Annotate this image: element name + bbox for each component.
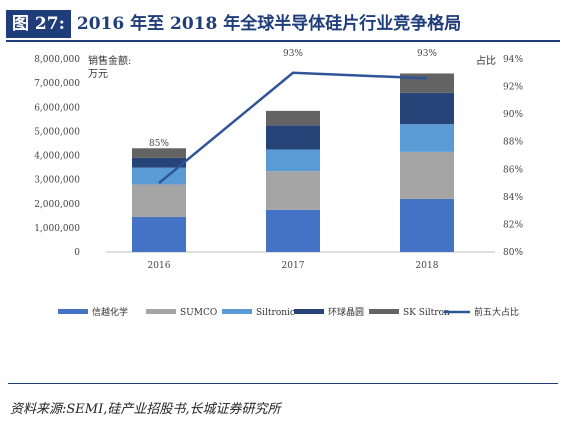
legend-swatch (58, 309, 88, 314)
legend-label: 前五大占比 (474, 306, 519, 318)
footer-rule (8, 383, 558, 384)
share-data-label: 93% (417, 49, 437, 59)
bar-segment-1-0 (132, 184, 186, 218)
bar-segment-1-2 (400, 151, 454, 199)
left-tick-label: 3,000,000 (34, 176, 80, 186)
left-tick-label: 5,000,000 (34, 127, 80, 137)
stacked-bar-line-chart: 0 1,000,000 2,000,000 3,000,000 4,000,000 5,0… (34, 49, 523, 318)
left-axis: 0 1,000,000 2,000,000 3,000,000 4,000,000 5,0… (34, 55, 80, 258)
bar-segment-4-0 (132, 148, 186, 158)
right-tick-label: 86% (503, 165, 523, 175)
left-axis-label-line1: 销售金额: (88, 54, 131, 67)
x-axis-labels: 2016 2017 2018 (148, 261, 439, 271)
right-tick-label: 82% (503, 220, 523, 230)
bar-segment-0-1 (266, 209, 320, 252)
figure-number: 图 27: (6, 10, 71, 38)
bar-segment-2-1 (266, 149, 320, 172)
share-line (158, 71, 428, 185)
left-tick-label: 1,000,000 (34, 224, 80, 234)
right-tick-label: 84% (503, 193, 523, 203)
legend-label: SK Siltron (403, 308, 450, 318)
legend: 信越化学 SUMCO Siltronic 环球晶圆 SK Siltron 前五大占比 (58, 306, 519, 318)
right-tick-label: 92% (503, 83, 523, 93)
right-tick-label: 80% (503, 248, 523, 258)
legend-swatch (369, 309, 399, 314)
title-underline (6, 40, 560, 42)
bar-segment-0-0 (132, 217, 186, 252)
bar-segment-0-2 (400, 198, 454, 252)
bar-segment-1-1 (266, 171, 320, 210)
bar-segment-2-2 (400, 124, 454, 152)
share-data-label: 85% (149, 139, 169, 149)
bar-segment-3-2 (400, 92, 454, 125)
left-tick-label: 8,000,000 (34, 55, 80, 65)
bars (132, 73, 454, 252)
legend-swatch (222, 309, 252, 314)
x-tick-label: 2016 (148, 261, 171, 271)
right-axis-label: 占比 (476, 54, 496, 67)
left-tick-label: 6,000,000 (34, 103, 80, 113)
left-tick-label: 4,000,000 (34, 152, 80, 162)
share-line-layer: 85% 93% 93% (149, 49, 437, 185)
legend-swatch (146, 309, 176, 314)
x-tick-label: 2017 (282, 261, 305, 271)
legend-label: SUMCO (180, 308, 217, 318)
x-tick-label: 2018 (416, 261, 439, 271)
share-data-label: 93% (283, 49, 303, 59)
left-tick-label: 0 (74, 248, 80, 258)
bar-segment-3-0 (132, 157, 186, 168)
figure-title: 2016 年至 2018 年全球半导体硅片行业竞争格局 (76, 14, 462, 34)
left-axis-label-line2: 万元 (88, 69, 108, 80)
right-tick-label: 94% (503, 55, 523, 65)
legend-label: Siltronic (256, 308, 295, 318)
figure-title-bar: 图 27: 2016 年至 2018 年全球半导体硅片行业竞争格局 (6, 10, 461, 38)
left-tick-label: 2,000,000 (34, 200, 80, 210)
right-tick-label: 88% (503, 138, 523, 148)
left-tick-label: 7,000,000 (34, 79, 80, 89)
bar-segment-3-1 (266, 125, 320, 150)
legend-label: 环球晶圆 (328, 306, 364, 318)
legend-swatch (294, 309, 324, 314)
right-axis: 80% 82% 84% 86% 88% 90% 92% 94% (503, 55, 523, 258)
bar-segment-4-1 (266, 110, 320, 126)
right-tick-label: 90% (503, 110, 523, 120)
source-note: 资料来源:SEMI,硅产业招股书,长城证券研究所 (10, 402, 281, 417)
legend-label: 信越化学 (92, 306, 128, 318)
